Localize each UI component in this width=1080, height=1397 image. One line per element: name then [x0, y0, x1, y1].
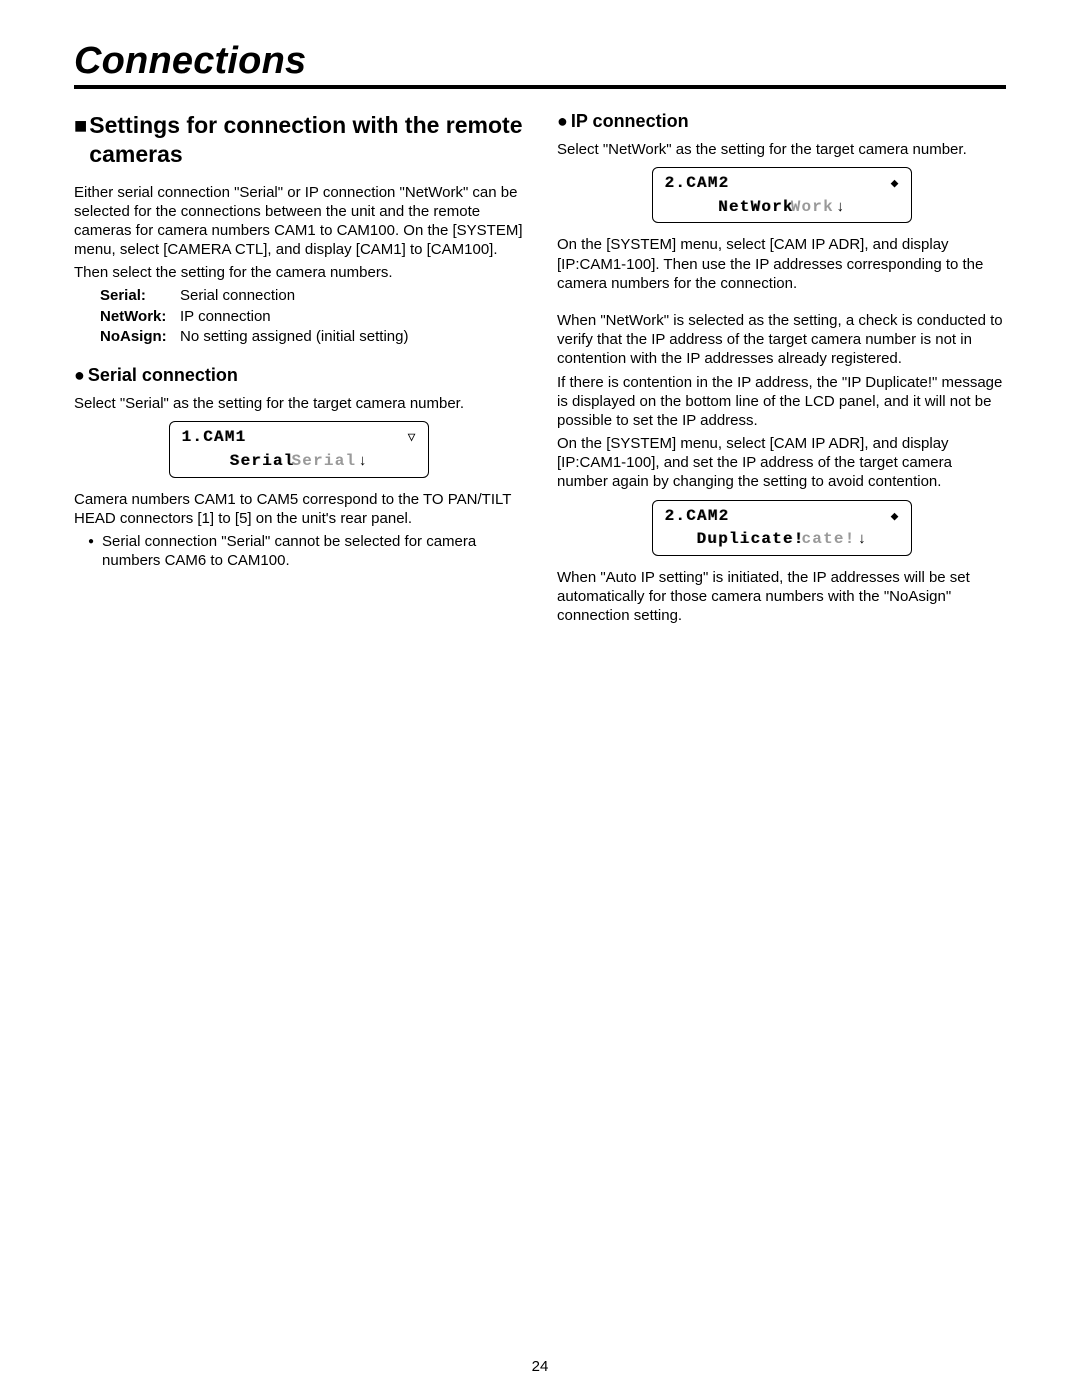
square-bullet-icon: ■	[74, 112, 87, 140]
lcd3-line1-label: 2.CAM2	[665, 506, 730, 528]
lcd3-diamond-icon: ◆	[891, 508, 899, 526]
subheading-ip: ● IP connection	[557, 111, 1006, 132]
lcd-display-duplicate: 2.CAM2 ◆ Duplicate!cate!↓	[652, 500, 912, 556]
def-network-val: IP connection	[180, 307, 271, 327]
def-serial-val: Serial connection	[180, 286, 295, 306]
subheading-serial: ● Serial connection	[74, 365, 523, 386]
lcd1-down-triangle-icon: ▽	[408, 429, 416, 447]
ip-para-e: When "Auto IP setting" is initiated, the…	[557, 568, 1006, 626]
def-noasign-key: NoAsign:	[100, 327, 180, 347]
lcd-display-serial: 1.CAM1 ▽ SerialSerial↓	[169, 421, 429, 477]
bullet-dot-icon: ●	[88, 536, 94, 574]
lcd3-line2-main: Duplicate!	[696, 530, 804, 548]
section-heading-settings: ■ Settings for connection with the remot…	[74, 111, 523, 169]
right-column: ● IP connection Select "NetWork" as the …	[557, 111, 1006, 629]
intro-paragraph: Either serial connection "Serial" or IP …	[74, 183, 523, 260]
lcd2-line2-main: NetWork	[718, 198, 794, 216]
serial-bullet-text: Serial connection "Serial" cannot be sel…	[102, 532, 523, 570]
section-heading-text: Settings for connection with the remote …	[89, 111, 523, 169]
lcd2-down-arrow-icon: ↓	[836, 199, 845, 216]
subheading-ip-text: IP connection	[571, 111, 689, 132]
circle-bullet-icon: ●	[557, 111, 568, 132]
left-column: ■ Settings for connection with the remot…	[74, 111, 523, 629]
ip-para-c: If there is contention in the IP address…	[557, 373, 1006, 431]
lcd2-line1-label: 2.CAM2	[665, 173, 730, 195]
circle-bullet-icon: ●	[74, 365, 85, 386]
lcd2-line2-ghost: Work	[791, 198, 834, 216]
serial-para: Camera numbers CAM1 to CAM5 correspond t…	[74, 490, 523, 528]
def-network-key: NetWork:	[100, 307, 180, 327]
lcd-display-network: 2.CAM2 ◆ NetWorkWork↓	[652, 167, 912, 223]
ip-para-d: On the [SYSTEM] menu, select [CAM IP ADR…	[557, 434, 1006, 492]
definitions-table: Serial: Serial connection NetWork: IP co…	[100, 286, 523, 347]
lcd1-line2-main: Serial	[230, 452, 295, 470]
ip-para-b: When "NetWork" is selected as the settin…	[557, 311, 1006, 369]
then-select-line: Then select the setting for the camera n…	[74, 263, 523, 282]
content-columns: ■ Settings for connection with the remot…	[74, 111, 1006, 629]
subheading-serial-text: Serial connection	[88, 365, 238, 386]
lcd3-line2-ghost: cate!	[801, 530, 855, 548]
lcd3-down-arrow-icon: ↓	[858, 531, 867, 548]
serial-bullet-item: ● Serial connection "Serial" cannot be s…	[88, 532, 523, 570]
def-serial-key: Serial:	[100, 286, 180, 306]
ip-para-a: On the [SYSTEM] menu, select [CAM IP ADR…	[557, 235, 1006, 293]
page-title: Connections	[74, 40, 1006, 89]
lcd2-diamond-icon: ◆	[891, 175, 899, 193]
lcd1-line1-label: 1.CAM1	[182, 427, 247, 449]
ip-select-text: Select "NetWork" as the setting for the …	[557, 140, 1006, 159]
lcd1-line2-ghost: Serial	[291, 452, 356, 470]
serial-select-text: Select "Serial" as the setting for the t…	[74, 394, 523, 413]
def-noasign-val: No setting assigned (initial setting)	[180, 327, 408, 347]
lcd1-down-arrow-icon: ↓	[358, 453, 367, 470]
page-number: 24	[0, 1358, 1080, 1375]
